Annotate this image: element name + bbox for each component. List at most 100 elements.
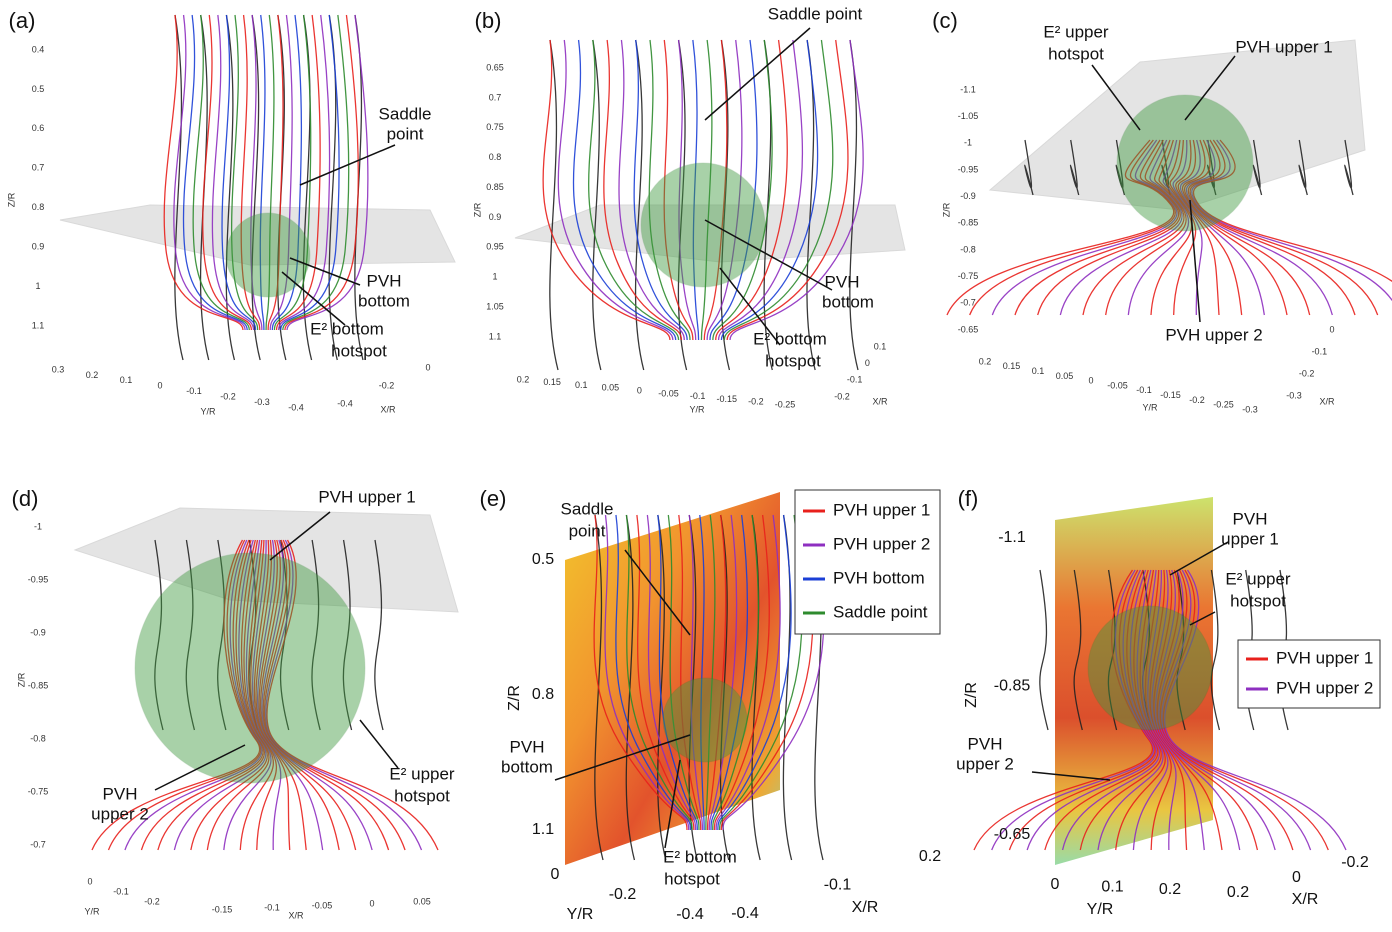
streamline [262, 539, 390, 851]
streamline [572, 39, 677, 341]
y-tick-label: 0 [1088, 376, 1093, 386]
field-line [328, 14, 338, 361]
x-tick-label: -0.1 [264, 902, 280, 912]
slice-plane [1055, 497, 1213, 865]
leader-line [1189, 199, 1201, 323]
panel-label: (d) [12, 486, 39, 511]
hotspot-sphere [134, 552, 366, 784]
z-tick-label: -1.05 [958, 111, 979, 121]
y-tick-label: 0 [87, 876, 92, 886]
annotation: Saddle point [768, 4, 863, 23]
z-tick-label: 0.9 [32, 242, 45, 252]
annotation: point [387, 124, 424, 143]
streamline [713, 514, 770, 831]
y-tick-label: -0.1 [186, 386, 202, 396]
hotspot-sphere [1116, 94, 1254, 232]
panel-label: (e) [480, 486, 507, 511]
annotation: bottom [501, 757, 553, 776]
leader-line [289, 257, 361, 286]
z-tick-label: 1.1 [32, 320, 45, 330]
z-tick-label: -1.1 [960, 84, 976, 94]
field-line [594, 514, 604, 861]
streamline [729, 39, 864, 341]
z-tick-label: 0.7 [32, 163, 45, 173]
z-tick-label: 0.6 [32, 123, 45, 133]
field-line [185, 539, 196, 731]
streamline [973, 569, 1153, 851]
x-tick-label: -0.2 [834, 391, 850, 401]
streamline [239, 539, 274, 851]
y-tick-label: -0.4 [288, 402, 304, 412]
streamline [715, 39, 788, 341]
y-tick-label: 0.15 [543, 377, 561, 387]
annotation: hotspot [331, 341, 387, 360]
hotspot-sphere [1087, 605, 1213, 731]
y-axis-title: Y/R [200, 406, 216, 416]
y-axis-title: Y/R [1142, 402, 1158, 412]
y-tick-label: 0 [637, 385, 642, 395]
z-tick-label: -0.75 [28, 786, 49, 796]
z-axis-title: Z/R [506, 685, 523, 711]
streamline [1164, 569, 1347, 851]
x-tick-label: 0.2 [919, 848, 941, 865]
streamline [1150, 139, 1193, 316]
streamline [712, 39, 773, 341]
streamline [1061, 569, 1161, 851]
field-line [225, 14, 236, 361]
z-tick-label: -0.85 [958, 218, 979, 228]
leader-line [359, 719, 399, 769]
annotation: upper 2 [91, 804, 149, 823]
streamline [677, 39, 697, 341]
z-axis-title: Z/R [963, 682, 980, 708]
field-line [1069, 139, 1080, 196]
annotation: point [569, 521, 606, 540]
streamline [1115, 569, 1166, 851]
field-line [1298, 139, 1308, 196]
annotation: PVH [510, 737, 545, 756]
streamline [692, 39, 700, 341]
slice-plane [565, 492, 780, 865]
z-tick-label: 0.8 [489, 152, 502, 162]
leader-line [154, 744, 246, 791]
streamline [267, 14, 284, 331]
y-tick-label: -0.4 [676, 906, 704, 923]
streamline [192, 14, 250, 331]
x-tick-label: -0.3 [1286, 390, 1302, 400]
streamline [723, 39, 834, 341]
annotation: PVH upper 1 [1235, 37, 1332, 56]
streamline [991, 569, 1155, 851]
annotation: E² bottom [663, 847, 737, 866]
z-tick-label: 0.85 [486, 182, 504, 192]
streamline [1082, 139, 1185, 316]
field-line [849, 39, 859, 371]
streamline [266, 539, 439, 851]
streamline [250, 539, 278, 851]
streamline [269, 14, 293, 331]
z-tick-label: -0.95 [28, 574, 49, 584]
streamline [273, 14, 312, 331]
streamline [259, 14, 266, 331]
streamline [618, 39, 685, 341]
field-line [677, 39, 688, 371]
z-tick-label: 0.65 [486, 62, 504, 72]
field-line [1115, 139, 1126, 196]
field-line [217, 539, 227, 731]
leader-line [281, 271, 346, 326]
legend-label: PVH upper 1 [1276, 648, 1373, 667]
streamline [1169, 139, 1197, 316]
annotation: PVH [968, 734, 1003, 753]
leader-line [1169, 541, 1229, 576]
streamline [542, 39, 671, 341]
streamline [588, 39, 680, 341]
streamline [1144, 569, 1172, 851]
z-tick-label: 1 [35, 281, 40, 291]
y-tick-label: -0.05 [658, 388, 679, 398]
y-tick-label: 0 [1051, 876, 1060, 893]
streamline [648, 39, 691, 341]
field-line [1161, 139, 1171, 196]
streamline [1127, 139, 1190, 316]
z-tick-label: 0.4 [32, 44, 45, 54]
